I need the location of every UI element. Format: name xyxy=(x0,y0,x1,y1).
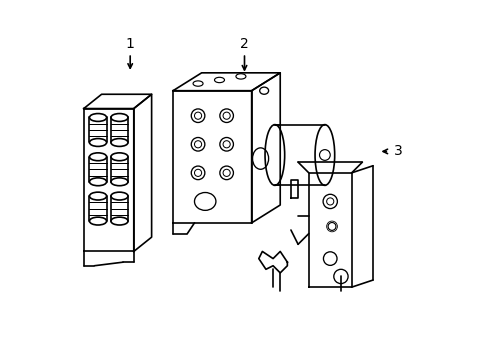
Text: 3: 3 xyxy=(393,144,402,158)
Text: 2: 2 xyxy=(240,37,248,51)
Text: 1: 1 xyxy=(125,37,134,51)
